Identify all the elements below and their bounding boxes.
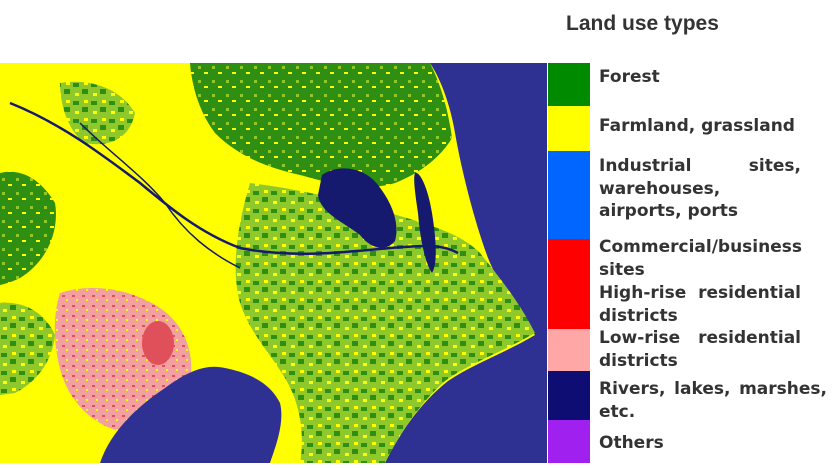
legend-swatch-water (548, 371, 590, 420)
legend-swatch-farmland (548, 106, 590, 151)
lake-kitaura (414, 172, 436, 273)
legend-swatch-forest (548, 63, 590, 106)
land-use-map (0, 63, 547, 463)
legend-title: Land use types (566, 12, 719, 35)
pacific-ocean (385, 63, 547, 463)
tokyo-bay (100, 366, 282, 463)
legend-swatch-industrial (548, 151, 590, 239)
legend-swatch-others (548, 420, 590, 463)
legend-label-industrial: Industrial sites, warehouses, airports, … (599, 156, 801, 221)
legend-label-farmland: Farmland, grassland (599, 116, 795, 136)
legend-label-commercial: Commercial/business sites (599, 237, 802, 280)
legend-label-others: Others (599, 433, 664, 453)
legend-label-forest: Forest (599, 67, 660, 87)
legend-label-water: Rivers, lakes, marshes, etc. (599, 379, 827, 422)
tributary-river (79, 122, 241, 269)
legend-label-highrise: High-rise residential districts (599, 283, 801, 326)
northern-forest (190, 63, 452, 188)
commercial-core (142, 321, 174, 365)
legend-swatch-lowrise (548, 329, 590, 371)
northwest-green (60, 81, 135, 145)
lake-kasumigaura (318, 168, 397, 248)
legend-label-lowrise: Low-rise residential districts (599, 328, 801, 371)
tone-river (9, 101, 459, 255)
southwest-green (0, 302, 55, 395)
legend-swatch-commercial-highrise (548, 239, 590, 329)
western-forest (0, 171, 56, 285)
